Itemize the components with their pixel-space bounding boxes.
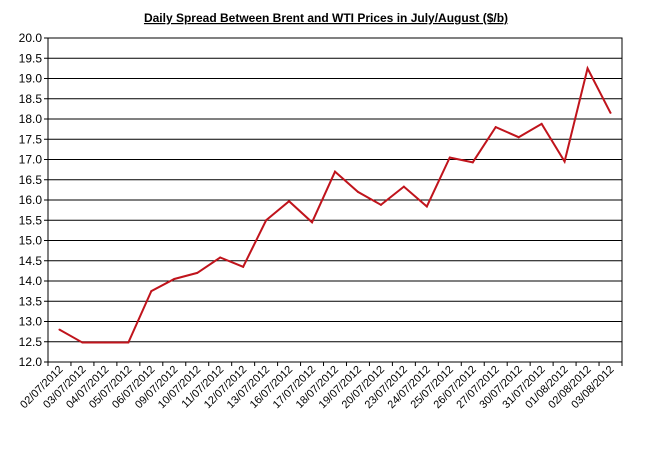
data-point: [609, 111, 612, 114]
data-point: [150, 290, 153, 293]
data-point: [288, 200, 291, 203]
data-point: [494, 126, 497, 129]
data-point: [58, 328, 61, 331]
data-point: [334, 170, 336, 173]
y-tick-label: 19.5: [19, 51, 43, 65]
data-point: [196, 271, 199, 274]
y-tick-label: 13.5: [19, 294, 43, 308]
data-point: [265, 219, 268, 222]
data-point: [173, 277, 176, 280]
y-tick-label: 20.0: [19, 31, 43, 45]
data-point: [379, 203, 382, 206]
y-tick-label: 17.5: [19, 132, 43, 146]
y-tick-label: 14.0: [19, 274, 43, 288]
x-axis-tick-labels: 02/07/201203/07/201204/07/201205/07/2012…: [18, 364, 616, 411]
data-point: [448, 156, 451, 159]
data-point: [356, 190, 359, 193]
data-point: [586, 67, 589, 70]
y-tick-label: 18.0: [19, 112, 43, 126]
data-point: [563, 160, 566, 163]
data-point: [127, 341, 130, 344]
y-tick-label: 15.5: [19, 213, 43, 227]
y-tick-label: 12.0: [19, 355, 43, 369]
data-point: [104, 341, 107, 344]
data-point: [425, 205, 428, 208]
data-point: [471, 161, 474, 164]
y-tick-label: 16.5: [19, 173, 43, 187]
data-point: [517, 136, 520, 139]
data-point: [540, 122, 543, 125]
y-tick-label: 13.0: [19, 315, 43, 329]
y-tick-label: 12.5: [19, 335, 43, 349]
plot-area-border: [47, 37, 623, 363]
y-tick-label: 15.0: [19, 234, 43, 248]
series-layer: [58, 65, 612, 344]
y-tick-label: 17.0: [19, 153, 43, 167]
y-axis-tick-labels: 12.0 12.5 13.0 13.5 14.0 14.5 15.0 15.5 16.0 16.5…: [19, 31, 43, 369]
y-tick-label: 16.0: [19, 193, 43, 207]
data-point: [81, 341, 84, 344]
grid-lines: [48, 37, 622, 343]
data-point: [311, 221, 314, 224]
y-tick-label: 14.5: [19, 254, 43, 268]
y-tick-label: 18.5: [19, 92, 43, 106]
y-tick-label: 19.0: [19, 72, 43, 86]
chart-title: Daily Spread Between Brent and WTI Price…: [144, 11, 508, 25]
data-point: [242, 265, 245, 268]
data-point: [219, 256, 222, 259]
data-point: [402, 185, 405, 188]
axes: [44, 37, 623, 366]
